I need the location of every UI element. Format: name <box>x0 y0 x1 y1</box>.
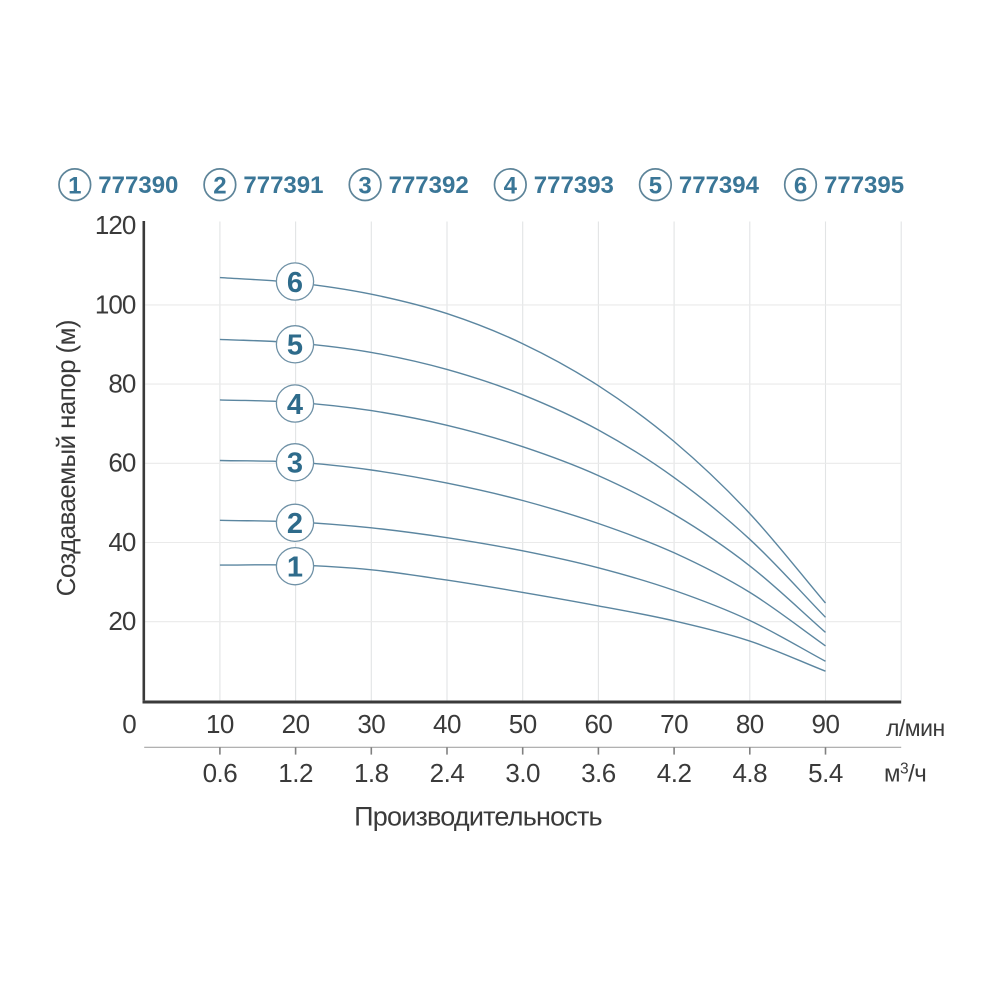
svg-text:120: 120 <box>95 210 136 240</box>
svg-text:5: 5 <box>649 172 662 199</box>
svg-text:3: 3 <box>287 448 303 480</box>
svg-text:3.6: 3.6 <box>581 758 616 788</box>
svg-text:50: 50 <box>509 709 537 739</box>
svg-text:90: 90 <box>812 709 840 739</box>
svg-text:0.6: 0.6 <box>203 758 238 788</box>
svg-text:777392: 777392 <box>389 172 469 199</box>
svg-text:777393: 777393 <box>534 172 614 199</box>
svg-text:1.8: 1.8 <box>354 758 389 788</box>
svg-text:10: 10 <box>206 709 234 739</box>
svg-text:1: 1 <box>287 552 303 584</box>
svg-text:777394: 777394 <box>679 172 760 199</box>
svg-text:4.8: 4.8 <box>732 758 767 788</box>
svg-text:60: 60 <box>584 709 612 739</box>
svg-text:3: 3 <box>358 172 371 199</box>
svg-text:2: 2 <box>287 508 303 540</box>
svg-text:70: 70 <box>660 709 688 739</box>
svg-text:20: 20 <box>282 709 310 739</box>
svg-text:Производительность: Производительность <box>354 801 602 831</box>
svg-text:777391: 777391 <box>243 172 323 199</box>
svg-text:5: 5 <box>287 330 303 362</box>
svg-text:777390: 777390 <box>98 172 178 199</box>
svg-text:4: 4 <box>504 172 518 199</box>
svg-text:100: 100 <box>95 289 136 319</box>
svg-text:80: 80 <box>108 369 136 399</box>
svg-text:3.0: 3.0 <box>505 758 540 788</box>
svg-text:0: 0 <box>122 709 136 739</box>
svg-text:1.2: 1.2 <box>278 758 313 788</box>
svg-text:777395: 777395 <box>824 172 904 199</box>
svg-text:5.4: 5.4 <box>808 758 843 788</box>
svg-text:6: 6 <box>794 172 807 199</box>
svg-text:80: 80 <box>736 709 764 739</box>
svg-text:л/мин: л/мин <box>886 715 945 741</box>
svg-text:4: 4 <box>287 389 303 421</box>
svg-text:2: 2 <box>213 172 226 199</box>
svg-text:40: 40 <box>433 709 461 739</box>
svg-text:1: 1 <box>68 172 81 199</box>
svg-text:60: 60 <box>108 448 136 478</box>
svg-text:6: 6 <box>287 267 303 299</box>
svg-text:2.4: 2.4 <box>430 758 465 788</box>
svg-text:4.2: 4.2 <box>657 758 692 788</box>
svg-text:30: 30 <box>357 709 385 739</box>
svg-text:Создаваемый напор (м): Создаваемый напор (м) <box>51 320 81 596</box>
svg-text:40: 40 <box>108 527 136 557</box>
svg-text:20: 20 <box>108 606 136 636</box>
